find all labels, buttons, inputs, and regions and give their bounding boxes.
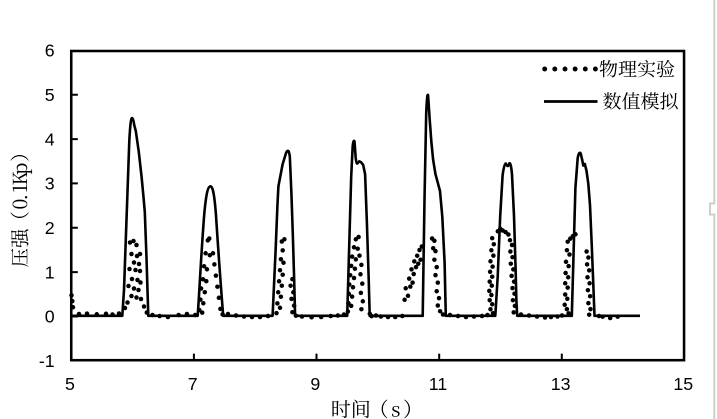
svg-text:13: 13 xyxy=(551,374,571,394)
svg-text:3: 3 xyxy=(45,174,55,194)
svg-text:6: 6 xyxy=(45,41,55,61)
svg-text:0: 0 xyxy=(45,307,55,327)
svg-text:2: 2 xyxy=(45,218,55,238)
svg-text:-1: -1 xyxy=(39,351,55,371)
svg-text:15: 15 xyxy=(673,374,693,394)
svg-text:5: 5 xyxy=(65,374,75,394)
svg-text:11: 11 xyxy=(429,374,448,394)
svg-text:9: 9 xyxy=(310,374,320,394)
svg-text:4: 4 xyxy=(45,129,55,149)
svg-text:5: 5 xyxy=(45,85,55,105)
svg-text:1: 1 xyxy=(45,262,55,282)
svg-text:7: 7 xyxy=(188,374,198,394)
